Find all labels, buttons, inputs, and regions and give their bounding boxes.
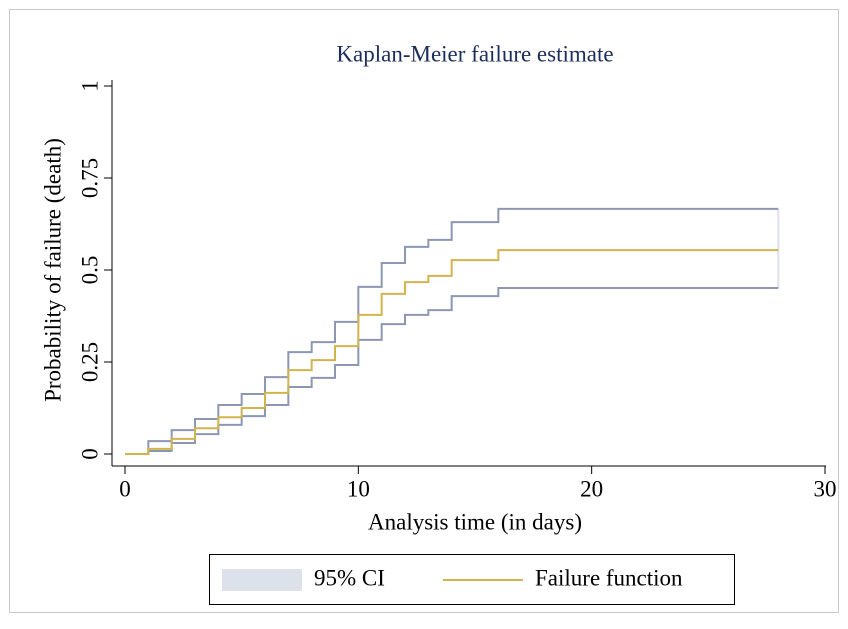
chart-title: Kaplan-Meier failure estimate — [336, 41, 613, 66]
y-tick-label: 1 — [77, 80, 102, 92]
y-tick-label: 0.25 — [77, 342, 102, 382]
legend-swatch — [222, 569, 302, 591]
x-axis-title: Analysis time (in days) — [368, 509, 582, 534]
x-tick-label: 30 — [814, 476, 837, 501]
x-tick-label: 0 — [119, 476, 131, 501]
chart-frame — [9, 9, 839, 613]
legend-label: 95% CI — [314, 565, 385, 590]
x-tick-label: 10 — [347, 476, 370, 501]
y-axis-title: Probability of failure (death) — [40, 138, 65, 402]
x-tick-label: 20 — [580, 476, 603, 501]
legend-label: Failure function — [535, 565, 683, 590]
failure-line — [125, 249, 779, 455]
ci-lower-line — [125, 287, 779, 455]
y-tick-label: 0.75 — [77, 158, 102, 198]
y-tick-label: 0 — [77, 448, 102, 460]
y-tick-label: 0.5 — [77, 256, 102, 285]
